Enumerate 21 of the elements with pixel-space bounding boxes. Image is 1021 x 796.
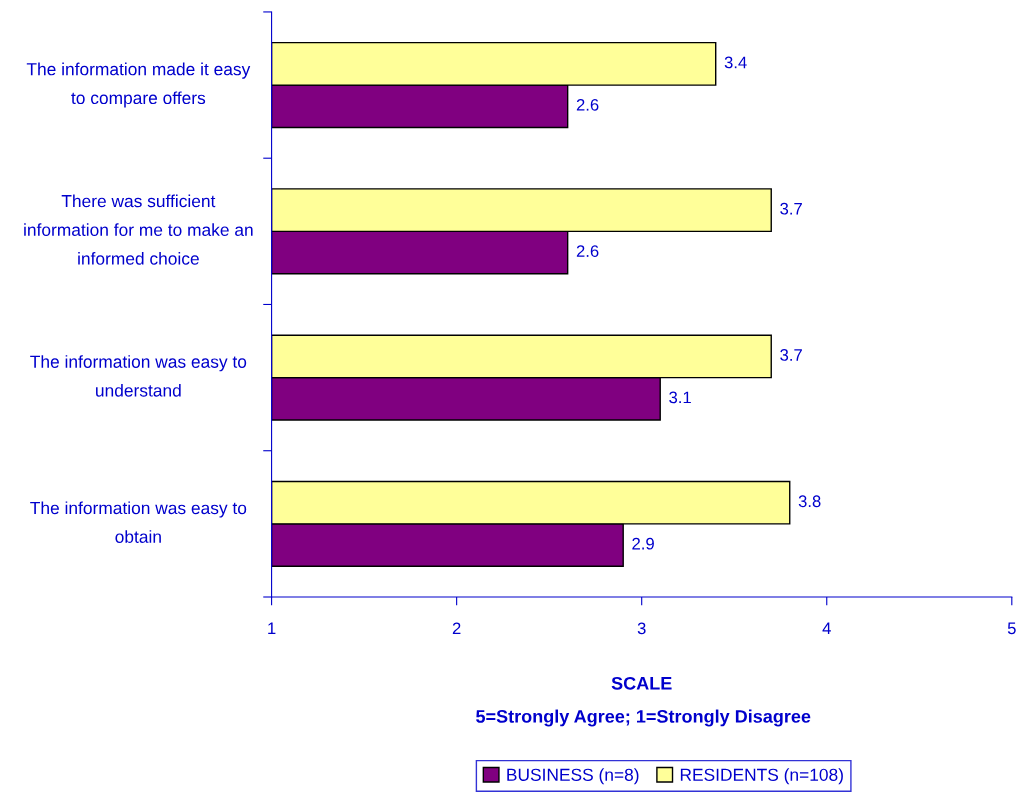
- y-tick-label: The information was easy to obtain: [30, 501, 247, 543]
- legend-label: RESIDENTS (n=108): [680, 768, 843, 785]
- x-tick-label: 3: [637, 622, 646, 635]
- x-tick-label: 2: [452, 622, 461, 635]
- data-label: 2.6: [576, 245, 599, 258]
- data-label: 3.7: [780, 349, 802, 361]
- y-tick-label: There was sufficient information for me to make an informed choice: [24, 194, 253, 265]
- data-label: 3.7: [780, 202, 802, 215]
- x-axis-title: SCALE: [611, 676, 672, 690]
- text: 5=Strongly Agree; 1=Strongly Disagree: [476, 709, 811, 727]
- data-label: 3.1: [669, 391, 691, 404]
- y-tick-label: The information made it easy to compare offers: [26, 62, 251, 108]
- y-tick-label: The information was easy to understand: [30, 355, 247, 397]
- data-label: 3.8: [798, 495, 821, 508]
- data-label: 3.4: [724, 56, 747, 69]
- legend-label: BUSINESS (n=8): [507, 768, 639, 785]
- x-tick-label: 5: [1007, 622, 1016, 635]
- data-label: 2.9: [632, 537, 654, 550]
- x-tick-label: 4: [822, 622, 831, 635]
- x-tick-label: 1: [268, 622, 276, 635]
- data-label: 2.6: [576, 98, 599, 111]
